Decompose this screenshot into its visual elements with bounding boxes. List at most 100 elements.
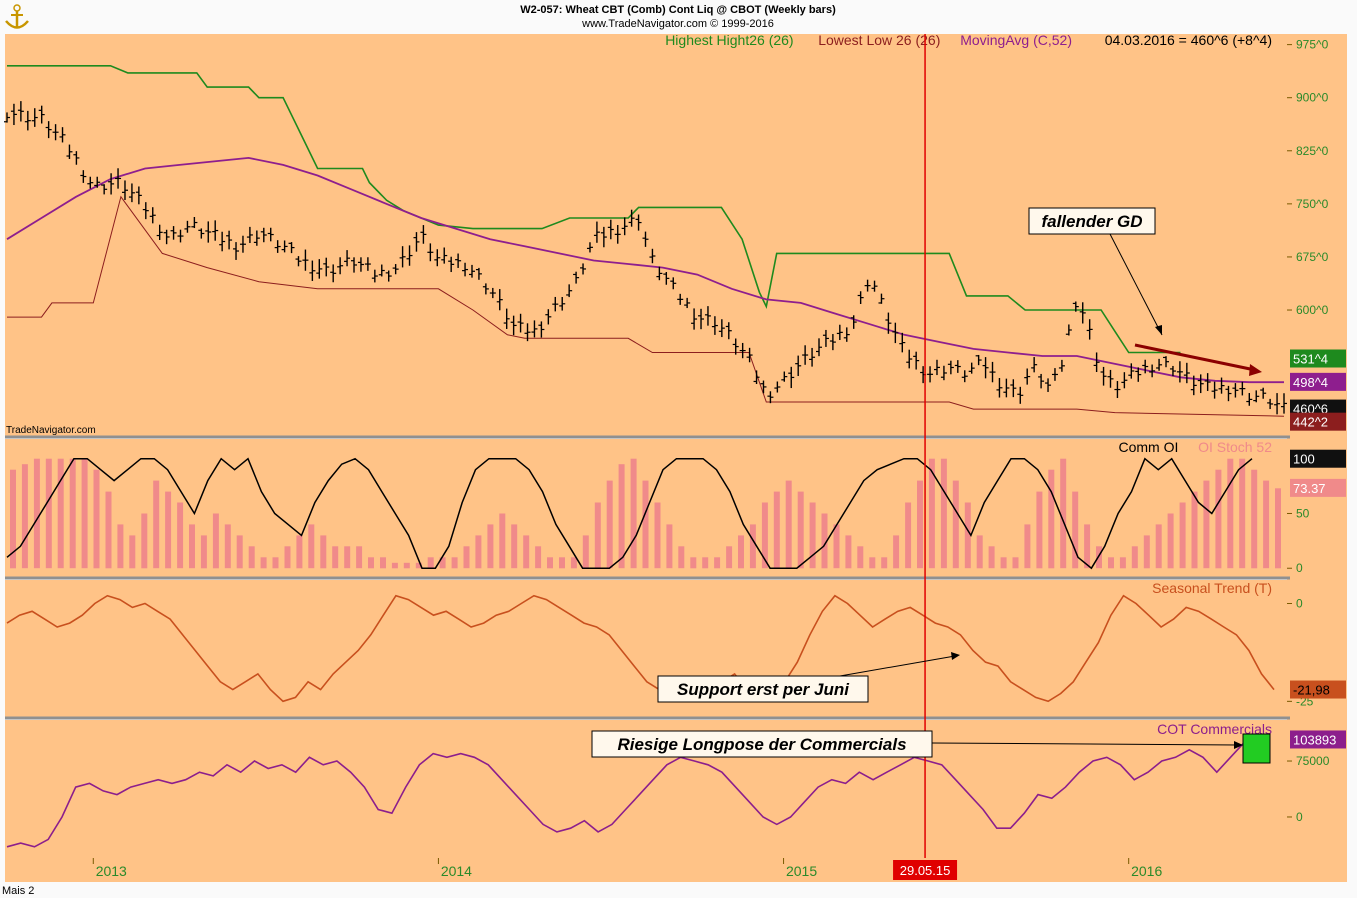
- seasonal-layer: [6, 594, 1275, 703]
- ohlc-bar: [59, 127, 66, 143]
- ohlc-bar: [455, 253, 462, 268]
- ohlc-bar: [1274, 393, 1281, 415]
- ohlc-bar: [212, 220, 219, 241]
- ohlc-bar: [1045, 378, 1052, 392]
- ohlc-bar: [1211, 381, 1218, 399]
- highest-high-line: [7, 65, 1181, 354]
- ohlc-bar: [1246, 393, 1253, 406]
- ohlc-bar: [1121, 372, 1128, 389]
- oi-stoch-bar: [582, 535, 589, 569]
- ohlc-bar: [927, 366, 934, 383]
- oi-stoch-bar: [570, 557, 577, 569]
- cot-commercials-line: [6, 738, 1259, 848]
- ohlc-bar: [614, 225, 621, 244]
- oi-stoch-bar: [463, 546, 470, 569]
- ohlc-bar: [1024, 368, 1031, 385]
- ohlc-bar: [142, 202, 149, 220]
- oi-stoch-bar: [666, 524, 673, 569]
- ohlc-bar: [503, 308, 510, 329]
- oi-stoch-bar: [594, 502, 601, 569]
- ohlc-bar: [1065, 324, 1072, 336]
- ohlc-bar: [399, 246, 406, 268]
- ohlc-bar: [357, 257, 364, 272]
- ohlc-bar: [989, 361, 996, 383]
- oi-stoch-bar: [785, 480, 792, 569]
- ohlc-bar: [323, 257, 330, 277]
- ohlc-bar: [1156, 358, 1163, 371]
- ohlc-bar: [198, 228, 205, 239]
- panel-dividers: [5, 435, 1290, 720]
- ohlc-bar: [427, 243, 434, 262]
- ohlc-bar: [45, 121, 52, 139]
- seasonal-panel-bg: [5, 580, 1287, 717]
- oi-stoch-bar: [248, 546, 255, 569]
- ohlc-bar: [219, 231, 226, 252]
- ohlc-bar: [1003, 378, 1010, 398]
- y-tick-label: 675^0: [1296, 250, 1329, 264]
- ohlc-bar: [1218, 377, 1225, 394]
- ohlc-bar: [892, 322, 899, 344]
- oi-stoch-bar: [260, 557, 267, 569]
- ohlc-bar: [677, 293, 684, 305]
- price-layer: [4, 65, 1287, 417]
- ohlc-bar: [954, 360, 961, 373]
- ohlc-bar: [253, 230, 260, 246]
- ohlc-bar: [295, 256, 302, 267]
- ohlc-bar: [982, 357, 989, 379]
- ohlc-bar: [233, 242, 240, 260]
- oi-stoch-bar: [21, 464, 28, 569]
- ohlc-bar: [260, 227, 267, 243]
- ohlc-bar: [239, 235, 246, 253]
- y-tick-label: 975^0: [1296, 38, 1329, 52]
- oi-stoch-bar: [559, 557, 565, 569]
- ohlc-bar: [31, 108, 38, 127]
- moving-average-line: [6, 156, 1284, 384]
- ohlc-bar: [1058, 359, 1065, 372]
- oi-stoch-bar: [105, 491, 112, 569]
- ohlc-bar: [968, 362, 975, 374]
- oi-stoch-bar: [845, 535, 852, 569]
- ohlc-bar: [392, 264, 399, 275]
- ohlc-bar: [177, 229, 184, 243]
- oi-stoch-bar: [415, 562, 422, 569]
- ohlc-bar: [38, 105, 45, 124]
- oi-stoch-bar: [1024, 524, 1031, 569]
- oi-layer: [6, 457, 1281, 570]
- oi-stoch-bar: [332, 546, 339, 569]
- ohlc-bar: [87, 176, 94, 189]
- ohlc-bar: [135, 186, 142, 205]
- legend-item: COT Commercials: [1157, 721, 1272, 737]
- ohlc-bar: [843, 327, 850, 342]
- ohlc-bar: [156, 224, 163, 240]
- ohlc-bar: [566, 284, 573, 298]
- ohlc-bar: [906, 349, 913, 369]
- ohlc-bar: [913, 351, 920, 370]
- ohlc-bar: [163, 229, 170, 245]
- oi-stoch-bar: [547, 557, 553, 569]
- oi-stoch-bar: [1167, 513, 1174, 569]
- oi-stoch-bar: [1012, 557, 1019, 569]
- ohlc-bar: [732, 338, 739, 355]
- ohlc-bar: [226, 230, 233, 250]
- ohlc-bar: [1128, 363, 1135, 379]
- ohlc-bar: [351, 257, 358, 273]
- oi-stoch-bar: [1000, 557, 1007, 569]
- oi-stoch-bar: [714, 557, 721, 569]
- ohlc-bar: [711, 316, 718, 335]
- ohlc-bar: [593, 221, 600, 243]
- ohlc-bar: [1079, 302, 1086, 324]
- oi-stoch-bar: [928, 458, 935, 569]
- ohlc-bar: [753, 370, 760, 385]
- ohlc-bar: [337, 257, 344, 275]
- oi-stoch-bar: [69, 458, 76, 569]
- x-tick-label: 2014: [441, 863, 472, 879]
- oi-stoch-bar: [487, 524, 494, 569]
- oi-stoch-bar: [81, 458, 88, 569]
- legend-item: Seasonal Trend (T): [1152, 580, 1272, 596]
- ohlc-bar: [586, 242, 593, 253]
- oi-stoch-bar: [1227, 458, 1234, 569]
- oi-stoch-bar: [153, 480, 160, 569]
- ohlc-bar: [1239, 381, 1246, 396]
- ohlc-bar: [822, 329, 829, 347]
